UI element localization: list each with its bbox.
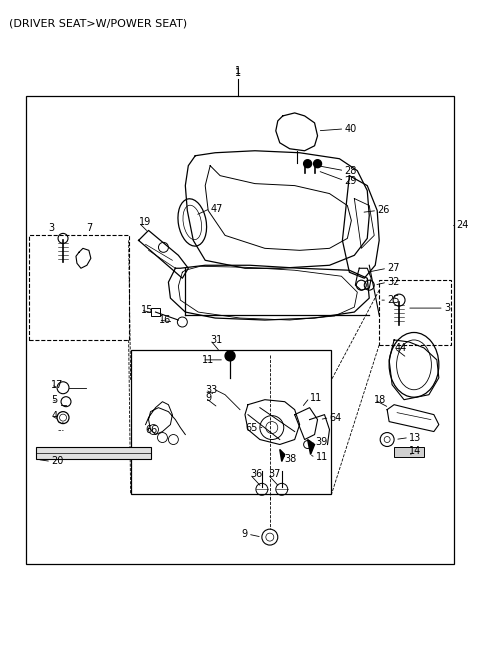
Text: 33: 33: [205, 384, 217, 395]
Bar: [131, 350, 332, 494]
Text: 11: 11: [202, 355, 215, 365]
Bar: [36, 447, 151, 459]
Text: 26: 26: [377, 205, 390, 216]
Text: 11: 11: [315, 453, 328, 462]
Text: 36: 36: [250, 470, 262, 480]
Text: 29: 29: [344, 176, 357, 186]
Text: 38: 38: [285, 455, 297, 464]
Text: 11: 11: [310, 393, 322, 403]
Text: 65: 65: [246, 422, 258, 432]
Text: 5: 5: [51, 395, 57, 405]
Text: 18: 18: [374, 395, 386, 405]
Polygon shape: [308, 440, 314, 455]
Text: 1: 1: [235, 66, 241, 76]
Circle shape: [225, 351, 235, 361]
Text: 32: 32: [387, 277, 399, 287]
Text: 66: 66: [145, 424, 158, 434]
Text: 20: 20: [51, 457, 63, 466]
Text: 25: 25: [387, 295, 400, 305]
Text: 40: 40: [344, 124, 357, 134]
Text: 28: 28: [344, 166, 357, 176]
Text: 7: 7: [86, 224, 92, 234]
Circle shape: [304, 159, 312, 168]
Text: 13: 13: [409, 432, 421, 443]
Text: 1: 1: [235, 68, 241, 78]
Circle shape: [313, 159, 322, 168]
Text: 16: 16: [158, 315, 171, 325]
Text: (DRIVER SEAT>W/POWER SEAT): (DRIVER SEAT>W/POWER SEAT): [9, 18, 188, 28]
Text: 37: 37: [268, 470, 280, 480]
Bar: [379, 280, 451, 345]
Text: 19: 19: [139, 217, 151, 228]
Text: 64: 64: [329, 413, 342, 422]
Bar: [394, 447, 424, 457]
Text: 15: 15: [141, 305, 153, 315]
Bar: [29, 236, 129, 340]
Text: 24: 24: [457, 220, 469, 230]
Text: 9: 9: [205, 393, 211, 403]
Text: 17: 17: [51, 380, 63, 390]
Text: 3: 3: [444, 303, 450, 313]
Text: 47: 47: [210, 203, 223, 213]
Text: 39: 39: [315, 436, 328, 447]
Bar: [26, 96, 454, 564]
Polygon shape: [280, 449, 285, 461]
Text: 44: 44: [394, 343, 407, 353]
Text: 9: 9: [242, 529, 248, 539]
Text: 31: 31: [210, 335, 222, 345]
Text: 14: 14: [409, 447, 421, 457]
Bar: [151, 308, 160, 316]
Text: 4: 4: [51, 411, 57, 420]
Text: 27: 27: [387, 263, 400, 274]
Text: 3: 3: [48, 224, 54, 234]
